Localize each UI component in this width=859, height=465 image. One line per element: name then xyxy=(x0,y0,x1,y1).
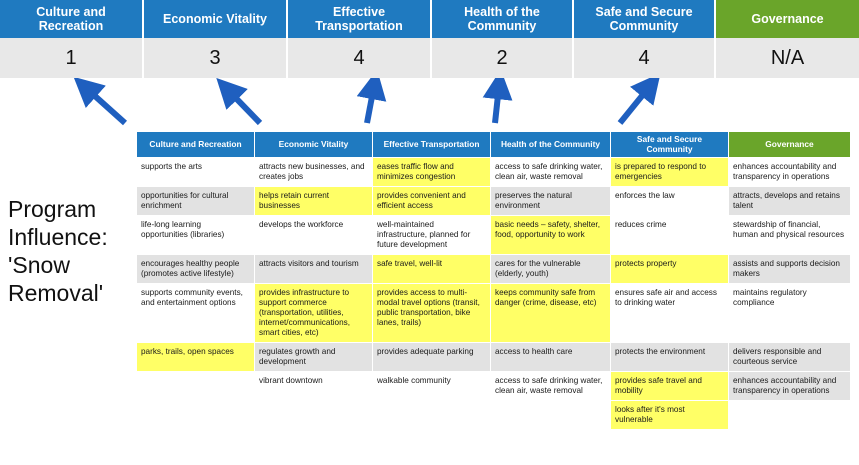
matrix-cell: maintains regulatory compliance xyxy=(728,283,851,344)
table-row: parks, trails, open spaces regulates gro… xyxy=(136,342,851,373)
header-culture-and-recreation: Culture and Recreation xyxy=(0,0,144,38)
matrix-cell: provides safe travel and mobility xyxy=(610,371,729,402)
matrix-cell: preserves the natural environment xyxy=(490,186,611,217)
matrix-cell: looks after it's most vulnerable xyxy=(610,400,729,431)
matrix-cell: vibrant downtown xyxy=(254,371,373,402)
table-row: looks after it's most vulnerable xyxy=(136,400,851,431)
matrix-cell: access to safe drinking water, clean air… xyxy=(490,371,611,402)
matrix-cell: ensures safe air and access to drinking … xyxy=(610,283,729,344)
matrix-cell: well-maintained infrastructure, planned … xyxy=(372,215,491,256)
matrix-cell: enhances accountability and transparency… xyxy=(728,157,851,188)
matrix-cell: provides access to multi-modal travel op… xyxy=(372,283,491,344)
header-effective-transportation: Effective Transportation xyxy=(288,0,432,38)
matrix-cell: helps retain current businesses xyxy=(254,186,373,217)
header-health-of-the-community: Health of the Community xyxy=(432,0,574,38)
matrix-cell: is prepared to respond to emergencies xyxy=(610,157,729,188)
matrix-cell: reduces crime xyxy=(610,215,729,256)
matrix-cell: protects the environment xyxy=(610,342,729,373)
table-row: opportunities for cultural enrichment he… xyxy=(136,186,851,217)
matrix-header-safe-and-secure-community: Safe and Secure Community xyxy=(610,130,729,159)
matrix-header-governance: Governance xyxy=(728,130,851,159)
matrix-cell: provides convenient and efficient access xyxy=(372,186,491,217)
program-influence-caption: Program Influence: 'Snow Removal' xyxy=(8,196,108,307)
matrix-cell: safe travel, well-lit xyxy=(372,254,491,285)
arrow-to-safe-and-secure-community xyxy=(617,78,661,125)
matrix-cell: provides adequate parking xyxy=(372,342,491,373)
score-health-of-the-community: 2 xyxy=(432,38,574,78)
score-governance: N/A xyxy=(716,38,859,78)
matrix-cell: access to health care xyxy=(490,342,611,373)
matrix-cell xyxy=(254,400,373,431)
arrow-to-economic-vitality xyxy=(216,78,263,126)
matrix-cell: cares for the vulnerable (elderly, youth… xyxy=(490,254,611,285)
matrix-header-culture-and-recreation: Culture and Recreation xyxy=(136,130,255,159)
matrix-cell: stewardship of financial, human and phys… xyxy=(728,215,851,256)
table-row: vibrant downtown walkable community acce… xyxy=(136,371,851,402)
matrix-cell: supports community events, and entertain… xyxy=(136,283,255,344)
matrix-cell: regulates growth and development xyxy=(254,342,373,373)
score-safe-and-secure-community: 4 xyxy=(574,38,716,78)
table-row: encourages healthy people (promotes acti… xyxy=(136,254,851,285)
table-row: supports community events, and entertain… xyxy=(136,283,851,344)
influence-matrix: Culture and Recreation Economic Vitality… xyxy=(136,130,851,431)
matrix-cell: encourages healthy people (promotes acti… xyxy=(136,254,255,285)
matrix-cell: walkable community xyxy=(372,371,491,402)
matrix-cell: supports the arts xyxy=(136,157,255,188)
matrix-header-row: Culture and Recreation Economic Vitality… xyxy=(136,130,851,159)
matrix-cell xyxy=(372,400,491,431)
matrix-header-health-of-the-community: Health of the Community xyxy=(490,130,611,159)
header-safe-and-secure-community: Safe and Secure Community xyxy=(574,0,716,38)
matrix-header-effective-transportation: Effective Transportation xyxy=(372,130,491,159)
arrow-to-health-of-the-community xyxy=(482,78,513,124)
table-row: supports the arts attracts new businesse… xyxy=(136,157,851,188)
matrix-cell xyxy=(490,400,611,431)
score-culture-and-recreation: 1 xyxy=(0,38,144,78)
matrix-cell: basic needs – safety, shelter, food, opp… xyxy=(490,215,611,256)
score-economic-vitality: 3 xyxy=(144,38,288,78)
arrow-to-culture-and-recreation xyxy=(73,78,128,126)
arrow-to-effective-transportation xyxy=(356,78,387,124)
header-governance: Governance xyxy=(716,0,859,38)
matrix-cell: access to safe drinking water, clean air… xyxy=(490,157,611,188)
matrix-cell: develops the workforce xyxy=(254,215,373,256)
score-effective-transportation: 4 xyxy=(288,38,432,78)
matrix-cell xyxy=(136,371,255,402)
matrix-cell: attracts visitors and tourism xyxy=(254,254,373,285)
matrix-cell: provides infrastructure to support comme… xyxy=(254,283,373,344)
matrix-cell: protects property xyxy=(610,254,729,285)
matrix-cell: eases traffic flow and minimizes congest… xyxy=(372,157,491,188)
scorecard-header-bar: Culture and Recreation Economic Vitality… xyxy=(0,0,859,38)
matrix-cell: keeps community safe from danger (crime,… xyxy=(490,283,611,344)
header-economic-vitality: Economic Vitality xyxy=(144,0,288,38)
score-row-divider xyxy=(0,78,859,83)
arrow-group xyxy=(73,78,661,126)
matrix-cell: enforces the law xyxy=(610,186,729,217)
matrix-cell: assists and supports decision makers xyxy=(728,254,851,285)
score-row: 1 3 4 2 4 N/A xyxy=(0,38,859,78)
matrix-cell: attracts, develops and retains talent xyxy=(728,186,851,217)
table-row: life-long learning opportunities (librar… xyxy=(136,215,851,256)
matrix-cell: life-long learning opportunities (librar… xyxy=(136,215,255,256)
matrix-cell: parks, trails, open spaces xyxy=(136,342,255,373)
matrix-cell xyxy=(136,400,255,431)
matrix-cell xyxy=(728,400,851,431)
matrix-cell: attracts new businesses, and creates job… xyxy=(254,157,373,188)
matrix-header-economic-vitality: Economic Vitality xyxy=(254,130,373,159)
matrix-cell: delivers responsible and courteous servi… xyxy=(728,342,851,373)
matrix-cell: enhances accountability and transparency… xyxy=(728,371,851,402)
matrix-cell: opportunities for cultural enrichment xyxy=(136,186,255,217)
